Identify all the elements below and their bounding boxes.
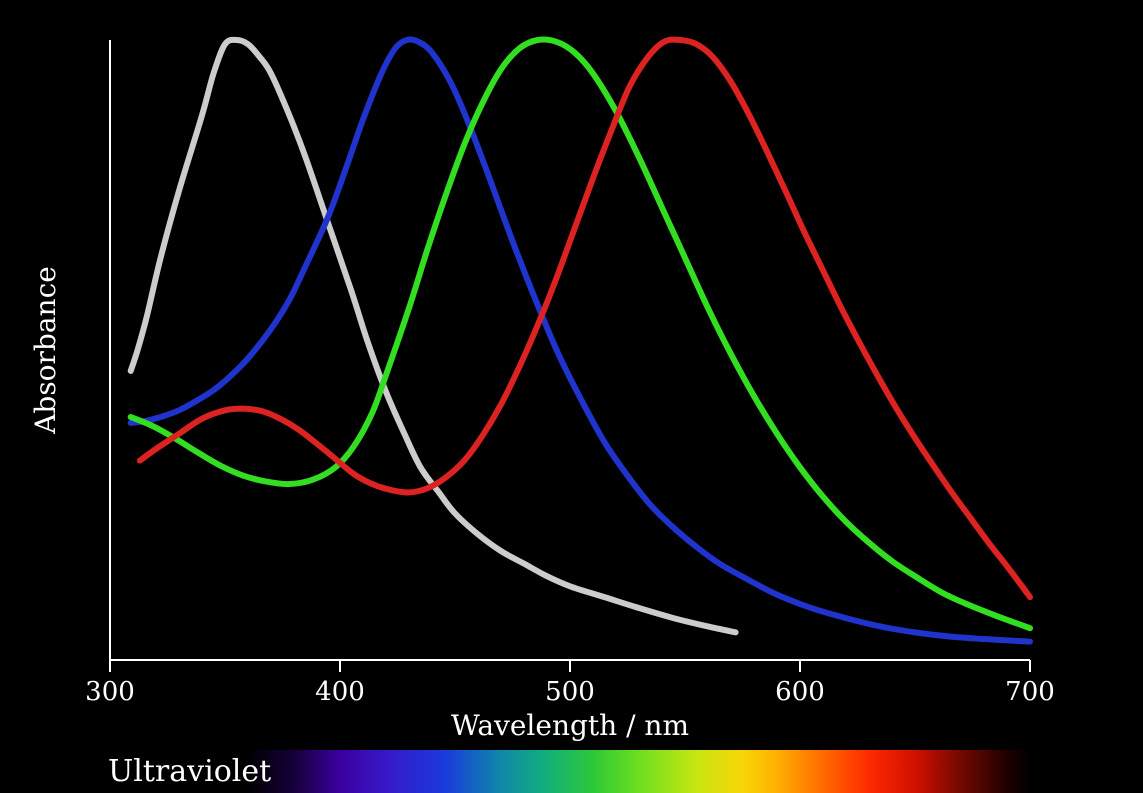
x-tick-label: 700 (1005, 677, 1055, 707)
x-tick-label: 500 (545, 677, 595, 707)
x-axis-label: Wavelength / nm (451, 709, 689, 742)
chart-stage: { "canvas": { "width": 1143, "height": 7… (0, 0, 1143, 793)
y-axis-label: Absorbance (29, 266, 62, 435)
x-tick-label: 400 (315, 677, 365, 707)
chart-svg: Ultraviolet 300 400 500 600 700 Wavelength / n… (0, 0, 1143, 793)
x-tick-label: 300 (85, 677, 135, 707)
uv-curve (131, 40, 736, 633)
x-tick-label: 600 (775, 677, 825, 707)
red-curve (140, 40, 1030, 598)
spectrum-label: Ultraviolet (108, 754, 271, 789)
blue-curve (131, 39, 1030, 641)
